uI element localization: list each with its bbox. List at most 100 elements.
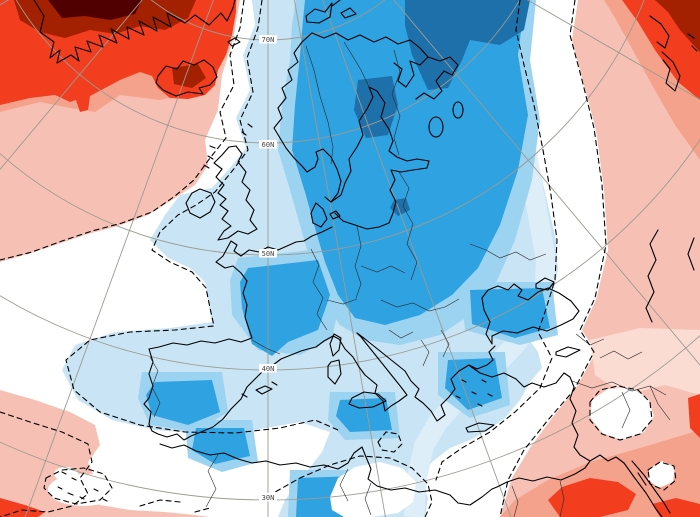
coast-sardinia bbox=[327, 359, 342, 385]
meridian-w20 bbox=[24, 0, 214, 517]
coast-iceland bbox=[155, 59, 218, 97]
latitude-label-bg bbox=[259, 35, 277, 44]
border-baltics-russia bbox=[398, 171, 418, 281]
coast-scottish-isles bbox=[203, 123, 253, 169]
coast-kola-whitesea bbox=[311, 32, 459, 100]
meridian-e40 bbox=[393, 0, 700, 366]
coast-caspian bbox=[645, 229, 695, 323]
coastlines bbox=[33, 0, 698, 517]
contour-pocket-levant bbox=[589, 385, 653, 441]
border-balkans bbox=[388, 329, 450, 367]
meridian-e60 bbox=[526, 0, 700, 101]
lake-onega bbox=[452, 101, 464, 119]
border-caucasus bbox=[575, 333, 643, 360]
warm-hot-blob-right-edge bbox=[688, 394, 700, 438]
coast-sicily bbox=[348, 391, 387, 409]
latitude-label-40n: 40N bbox=[262, 365, 275, 373]
contour-southwest-bits bbox=[139, 499, 211, 513]
cold-strong-patch-morocco bbox=[192, 428, 250, 464]
cold-strong-patch-blacksea bbox=[470, 288, 550, 338]
coast-great-britain bbox=[213, 145, 258, 241]
neutral-pocket-levant bbox=[590, 388, 654, 440]
meridian-e20 bbox=[322, 0, 512, 517]
border-spain-portugal bbox=[149, 356, 161, 418]
warm-strong-band-southeast bbox=[500, 430, 700, 517]
latitude-label-bg bbox=[259, 249, 277, 258]
coast-denmark bbox=[310, 202, 341, 228]
cold-strong-region-north bbox=[292, 0, 528, 325]
coast-balearics bbox=[241, 381, 278, 398]
coast-novaya-zemlya bbox=[649, 15, 698, 92]
cold-strong-patch-sicily bbox=[336, 398, 392, 432]
coast-svalbard bbox=[305, 0, 357, 24]
coast-italy-west bbox=[332, 332, 408, 412]
contour-northwest-warm-edge bbox=[0, 0, 245, 261]
contour-east-warm-edge bbox=[499, 0, 607, 517]
neutral-pockets bbox=[48, 388, 675, 517]
latitude-label-60n: 60N bbox=[262, 141, 275, 149]
border-pyrenees bbox=[251, 339, 281, 355]
warm-dark-patch-iceland bbox=[172, 64, 206, 88]
contour-small-loop-libya bbox=[377, 431, 403, 453]
coast-norway-west bbox=[273, 32, 342, 203]
coast-turkey-levant bbox=[469, 365, 625, 464]
latitude-label-30n: 30N bbox=[262, 494, 275, 502]
coast-cyprus bbox=[555, 346, 581, 358]
coast-baltic bbox=[330, 86, 430, 230]
border-germany-poland bbox=[354, 225, 362, 299]
cold-dark-spot-baltic bbox=[390, 198, 410, 216]
coast-aegean-islands bbox=[455, 379, 493, 407]
border-ukraine-russia bbox=[469, 243, 547, 261]
border-central-europe bbox=[360, 265, 406, 274]
warm-darkest-core-greenland bbox=[48, 0, 142, 20]
contour-pocket-sinai bbox=[647, 461, 677, 491]
contour-southwest-outer bbox=[0, 411, 93, 517]
latitude-label-50n: 50N bbox=[262, 250, 275, 258]
cold-dark-core-bothnia bbox=[354, 76, 398, 138]
warm-light-pocket-southeast bbox=[590, 328, 700, 395]
warm-anomaly-level1 bbox=[590, 328, 700, 395]
contour-east-cold-edge bbox=[435, 0, 558, 481]
coast-red-sea bbox=[623, 460, 671, 517]
coast-black-sea bbox=[481, 283, 580, 345]
border-alps bbox=[326, 298, 358, 305]
warm-hot-blob-south1 bbox=[548, 478, 636, 517]
contour-sahara-loop bbox=[267, 455, 433, 517]
neutral-pocket-sinai bbox=[648, 461, 675, 488]
border-france-east bbox=[310, 248, 328, 331]
border-north-africa bbox=[205, 454, 565, 517]
border-sweden-finland bbox=[343, 41, 370, 88]
latitude-label-70n: 70N bbox=[262, 36, 275, 44]
coast-corsica bbox=[329, 333, 342, 357]
cold-anomaly-level5 bbox=[354, 0, 530, 216]
border-finland-russia bbox=[391, 49, 401, 156]
meridian-e10 bbox=[293, 0, 386, 517]
coast-adriatic-greece bbox=[356, 332, 496, 422]
coast-north-africa bbox=[159, 443, 591, 506]
latitude-labels: 70N 60N 50N 40N 30N bbox=[259, 35, 277, 502]
cold-strong-region-france bbox=[240, 260, 330, 356]
latitude-label-bg bbox=[259, 364, 277, 373]
warm-hot-corner-southwest bbox=[0, 498, 45, 517]
country-borders bbox=[149, 41, 671, 517]
latitude-label-bg bbox=[259, 493, 277, 502]
coast-west-europe-iberia bbox=[143, 226, 334, 441]
cold-strong-patch-spain bbox=[146, 380, 220, 425]
coast-crete bbox=[465, 422, 495, 433]
warm-dark-corner-northeast bbox=[655, 0, 700, 52]
coast-jan-mayen bbox=[227, 37, 241, 47]
neutral-pocket-sahara bbox=[330, 462, 416, 517]
border-norway-sweden bbox=[305, 45, 334, 165]
warm-anomaly-level6 bbox=[48, 0, 142, 20]
latitude-label-bg bbox=[259, 140, 277, 149]
coast-azov bbox=[535, 277, 555, 291]
contour-southwest-inner bbox=[43, 467, 113, 505]
cold-dark-core-barents bbox=[405, 0, 530, 90]
border-danube bbox=[380, 298, 460, 312]
coast-greenland bbox=[33, 0, 236, 64]
coast-ireland bbox=[185, 188, 216, 219]
zero-anomaly-contours bbox=[0, 0, 677, 517]
lake-ladoga bbox=[428, 116, 444, 138]
